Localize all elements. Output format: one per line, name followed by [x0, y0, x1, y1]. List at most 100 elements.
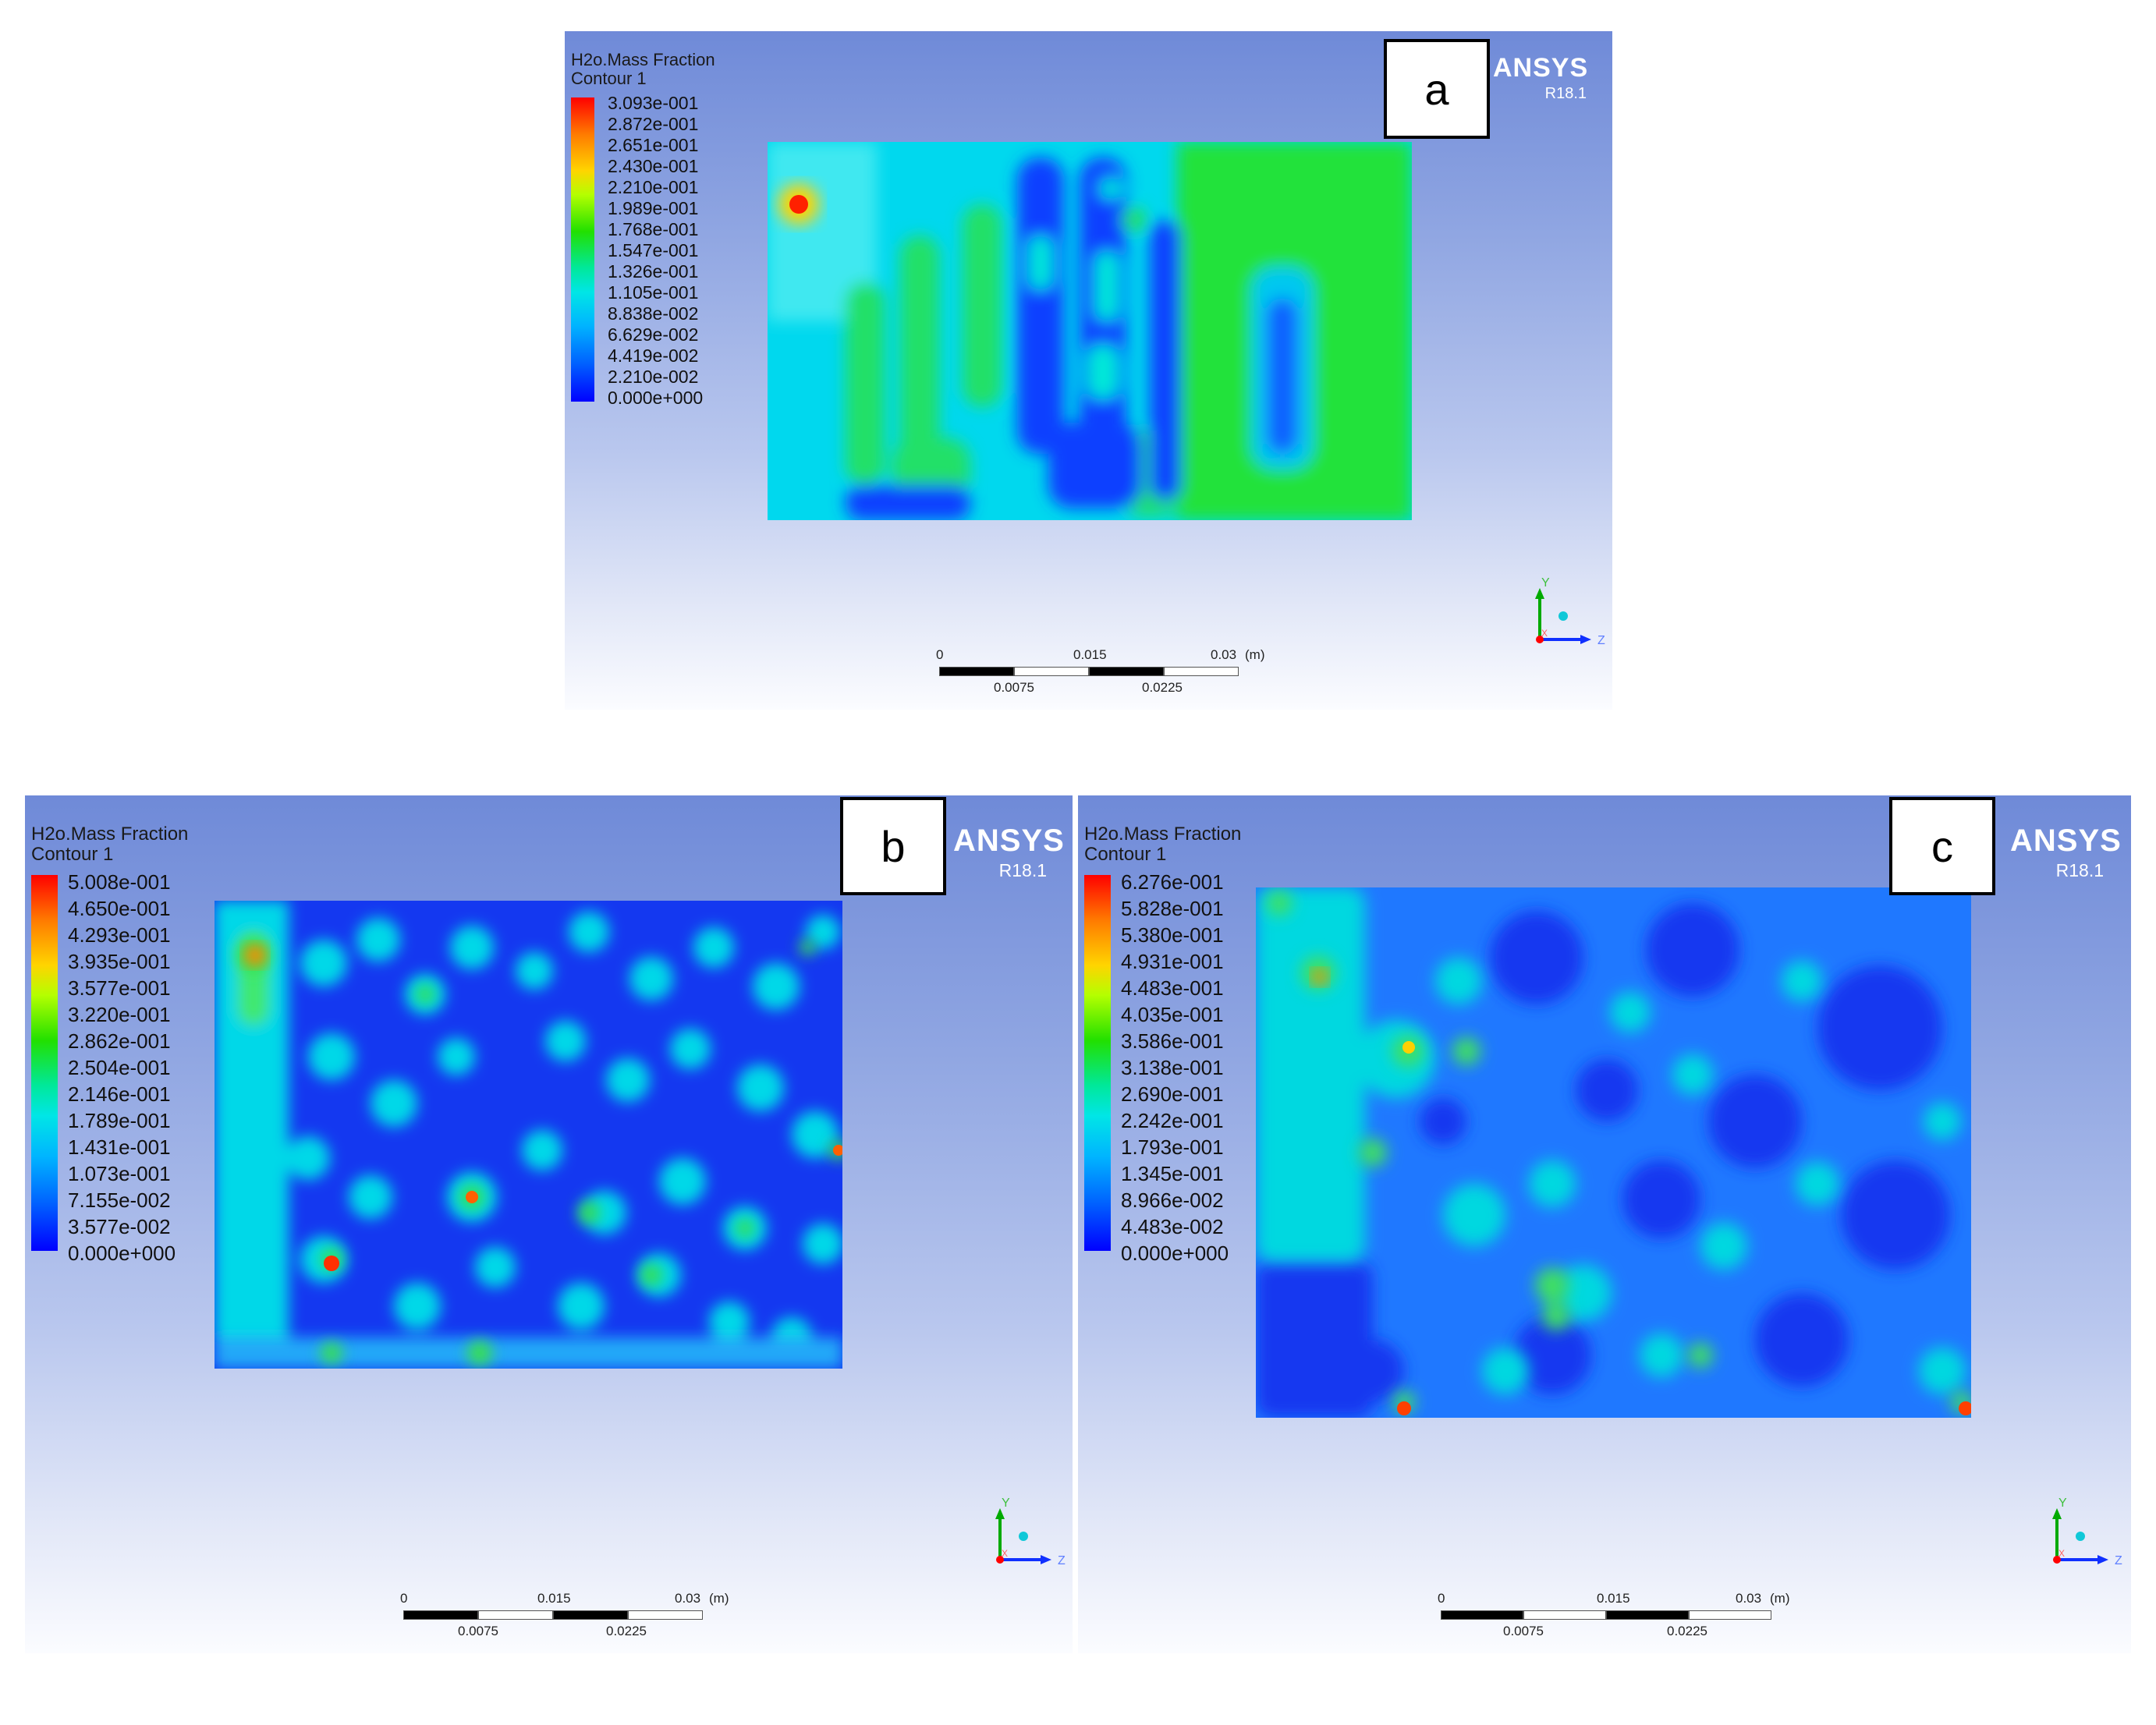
- scale-segment: [1441, 1610, 1523, 1620]
- scale-tick: 0.0225: [1142, 680, 1183, 695]
- legend-value: 7.155e-002: [68, 1188, 171, 1212]
- axis-label-x: X: [2058, 1548, 2065, 1559]
- brand-name: ANSYS: [1493, 53, 1589, 83]
- panel-label-a: a: [1384, 39, 1490, 139]
- legend-value: 4.419e-002: [608, 345, 699, 366]
- legend-value: 0.000e+000: [608, 388, 704, 408]
- scale-tick: 0.03: [1211, 647, 1237, 662]
- contour-plot-image: [1256, 887, 1971, 1418]
- legend-value: 2.504e-001: [68, 1056, 171, 1079]
- contour-plot-image: [215, 901, 842, 1369]
- legend-value: 2.146e-001: [68, 1082, 171, 1106]
- legend-value: 4.931e-001: [1121, 950, 1224, 973]
- legend-value: 3.586e-001: [1121, 1029, 1224, 1053]
- scale-tick: 0.03: [1736, 1591, 1762, 1606]
- legend-value: 4.483e-001: [1121, 976, 1224, 1000]
- scale-tick: 0: [1438, 1591, 1445, 1606]
- length-scale-bar: 0 0.015 0.03 (m) 0.0075 0.0225: [936, 647, 1264, 710]
- legend-value: 1.789e-001: [68, 1109, 171, 1132]
- mass-fraction-contour-plot: [215, 901, 842, 1369]
- legend-value: 2.210e-001: [608, 177, 699, 197]
- scale-tick: 0: [400, 1591, 408, 1606]
- legend-value: 8.838e-002: [608, 303, 699, 324]
- legend-value: 2.210e-002: [608, 367, 699, 387]
- mass-fraction-contour-plot: [1256, 887, 1971, 1418]
- scale-segment: [628, 1610, 703, 1620]
- legend-value: 0.000e+000: [68, 1242, 176, 1265]
- axis-label-x: X: [1002, 1548, 1008, 1559]
- contour-plot-image: [768, 142, 1412, 520]
- scale-segment: [1089, 667, 1164, 676]
- color-legend-bar: [31, 875, 58, 1251]
- scale-tick: 0.015: [537, 1591, 571, 1606]
- legend-value: 1.105e-001: [608, 282, 699, 303]
- contour-title: Contour 1: [1084, 844, 1167, 865]
- axis-triad: Y Z X: [969, 1497, 1073, 1583]
- scale-segment: [478, 1610, 553, 1620]
- legend-value: 1.431e-001: [68, 1135, 171, 1159]
- scale-tick: 0: [936, 647, 944, 662]
- axis-label-y: Y: [2058, 1497, 2067, 1510]
- scale-tick: 0.015: [1597, 1591, 1630, 1606]
- legend-value: 2.872e-001: [608, 114, 699, 134]
- legend-value: 5.008e-001: [68, 870, 171, 894]
- legend-value: 4.483e-002: [1121, 1215, 1224, 1238]
- scale-tick: 0.0075: [1503, 1624, 1544, 1638]
- scale-unit: (m): [709, 1591, 729, 1606]
- scale-segment: [1689, 1610, 1771, 1620]
- length-scale-bar: 0 0.015 0.03 (m) 0.0075 0.0225: [400, 1591, 729, 1653]
- ansys-logo: ANSYS R18.1: [1493, 53, 1587, 103]
- legend-value: 5.828e-001: [1121, 897, 1224, 920]
- legend-value: 1.989e-001: [608, 198, 699, 218]
- brand-version: R18.1: [1544, 85, 1587, 102]
- quantity-title: H2o.Mass Fraction: [571, 50, 715, 69]
- axis-triad: Y Z X: [2026, 1497, 2131, 1583]
- legend-value: 1.326e-001: [608, 261, 699, 282]
- legend-value: 1.345e-001: [1121, 1162, 1224, 1185]
- legend-value: 2.242e-001: [1121, 1109, 1224, 1132]
- legend-value: 4.650e-001: [68, 897, 171, 920]
- legend-value: 6.276e-001: [1121, 870, 1224, 894]
- brand-name: ANSYS: [2010, 824, 2122, 858]
- axis-triad: Y Z X: [1509, 577, 1612, 663]
- legend-value: 8.966e-002: [1121, 1188, 1224, 1212]
- contour-title: Contour 1: [31, 844, 114, 865]
- legend-value: 4.293e-001: [68, 923, 171, 947]
- axis-label-x: X: [1541, 628, 1548, 639]
- color-legend-bar: [571, 97, 594, 402]
- legend-value: 1.547e-001: [608, 240, 699, 260]
- scale-tick: 0.0075: [458, 1624, 498, 1638]
- legend-value: 2.862e-001: [68, 1029, 171, 1053]
- legend-value: 3.577e-001: [68, 976, 171, 1000]
- panel-label-c: c: [1889, 797, 1995, 895]
- legend-value: 3.935e-001: [68, 950, 171, 973]
- axis-label-z: Z: [2115, 1554, 2122, 1567]
- legend-value: 1.073e-001: [68, 1162, 171, 1185]
- legend-value: 2.651e-001: [608, 135, 699, 155]
- legend-value: 1.793e-001: [1121, 1135, 1224, 1159]
- legend-value: 3.220e-001: [68, 1003, 171, 1026]
- mass-fraction-contour-plot: [768, 142, 1412, 520]
- legend-value: 1.768e-001: [608, 219, 699, 239]
- brand-name: ANSYS: [953, 824, 1065, 858]
- legend-value: 3.093e-001: [608, 93, 699, 113]
- legend-value: 4.035e-001: [1121, 1003, 1224, 1026]
- quantity-title: H2o.Mass Fraction: [1084, 824, 1242, 845]
- axis-label-z: Z: [1058, 1554, 1066, 1567]
- axis-label-y: Y: [1002, 1497, 1010, 1510]
- contour-panel-c: H2o.Mass Fraction Contour 1 6.276e-001 5…: [1078, 795, 2131, 1653]
- scale-tick: 0.015: [1073, 647, 1107, 662]
- legend-value: 6.629e-002: [608, 324, 699, 345]
- quantity-title: H2o.Mass Fraction: [31, 824, 189, 845]
- axis-label-y: Y: [1541, 577, 1550, 590]
- length-scale-bar: 0 0.015 0.03 (m) 0.0075 0.0225: [1438, 1591, 1789, 1653]
- ansys-logo: ANSYS R18.1: [953, 824, 1065, 881]
- scale-unit: (m): [1770, 1591, 1790, 1606]
- scale-tick: 0.0225: [606, 1624, 647, 1638]
- scale-segment: [939, 667, 1014, 676]
- scale-segment: [553, 1610, 628, 1620]
- scale-segment: [1523, 1610, 1606, 1620]
- color-legend-bar: [1084, 875, 1111, 1251]
- scale-segment: [1014, 667, 1089, 676]
- contour-panel-b: H2o.Mass Fraction Contour 1 5.008e-001 4…: [25, 795, 1073, 1653]
